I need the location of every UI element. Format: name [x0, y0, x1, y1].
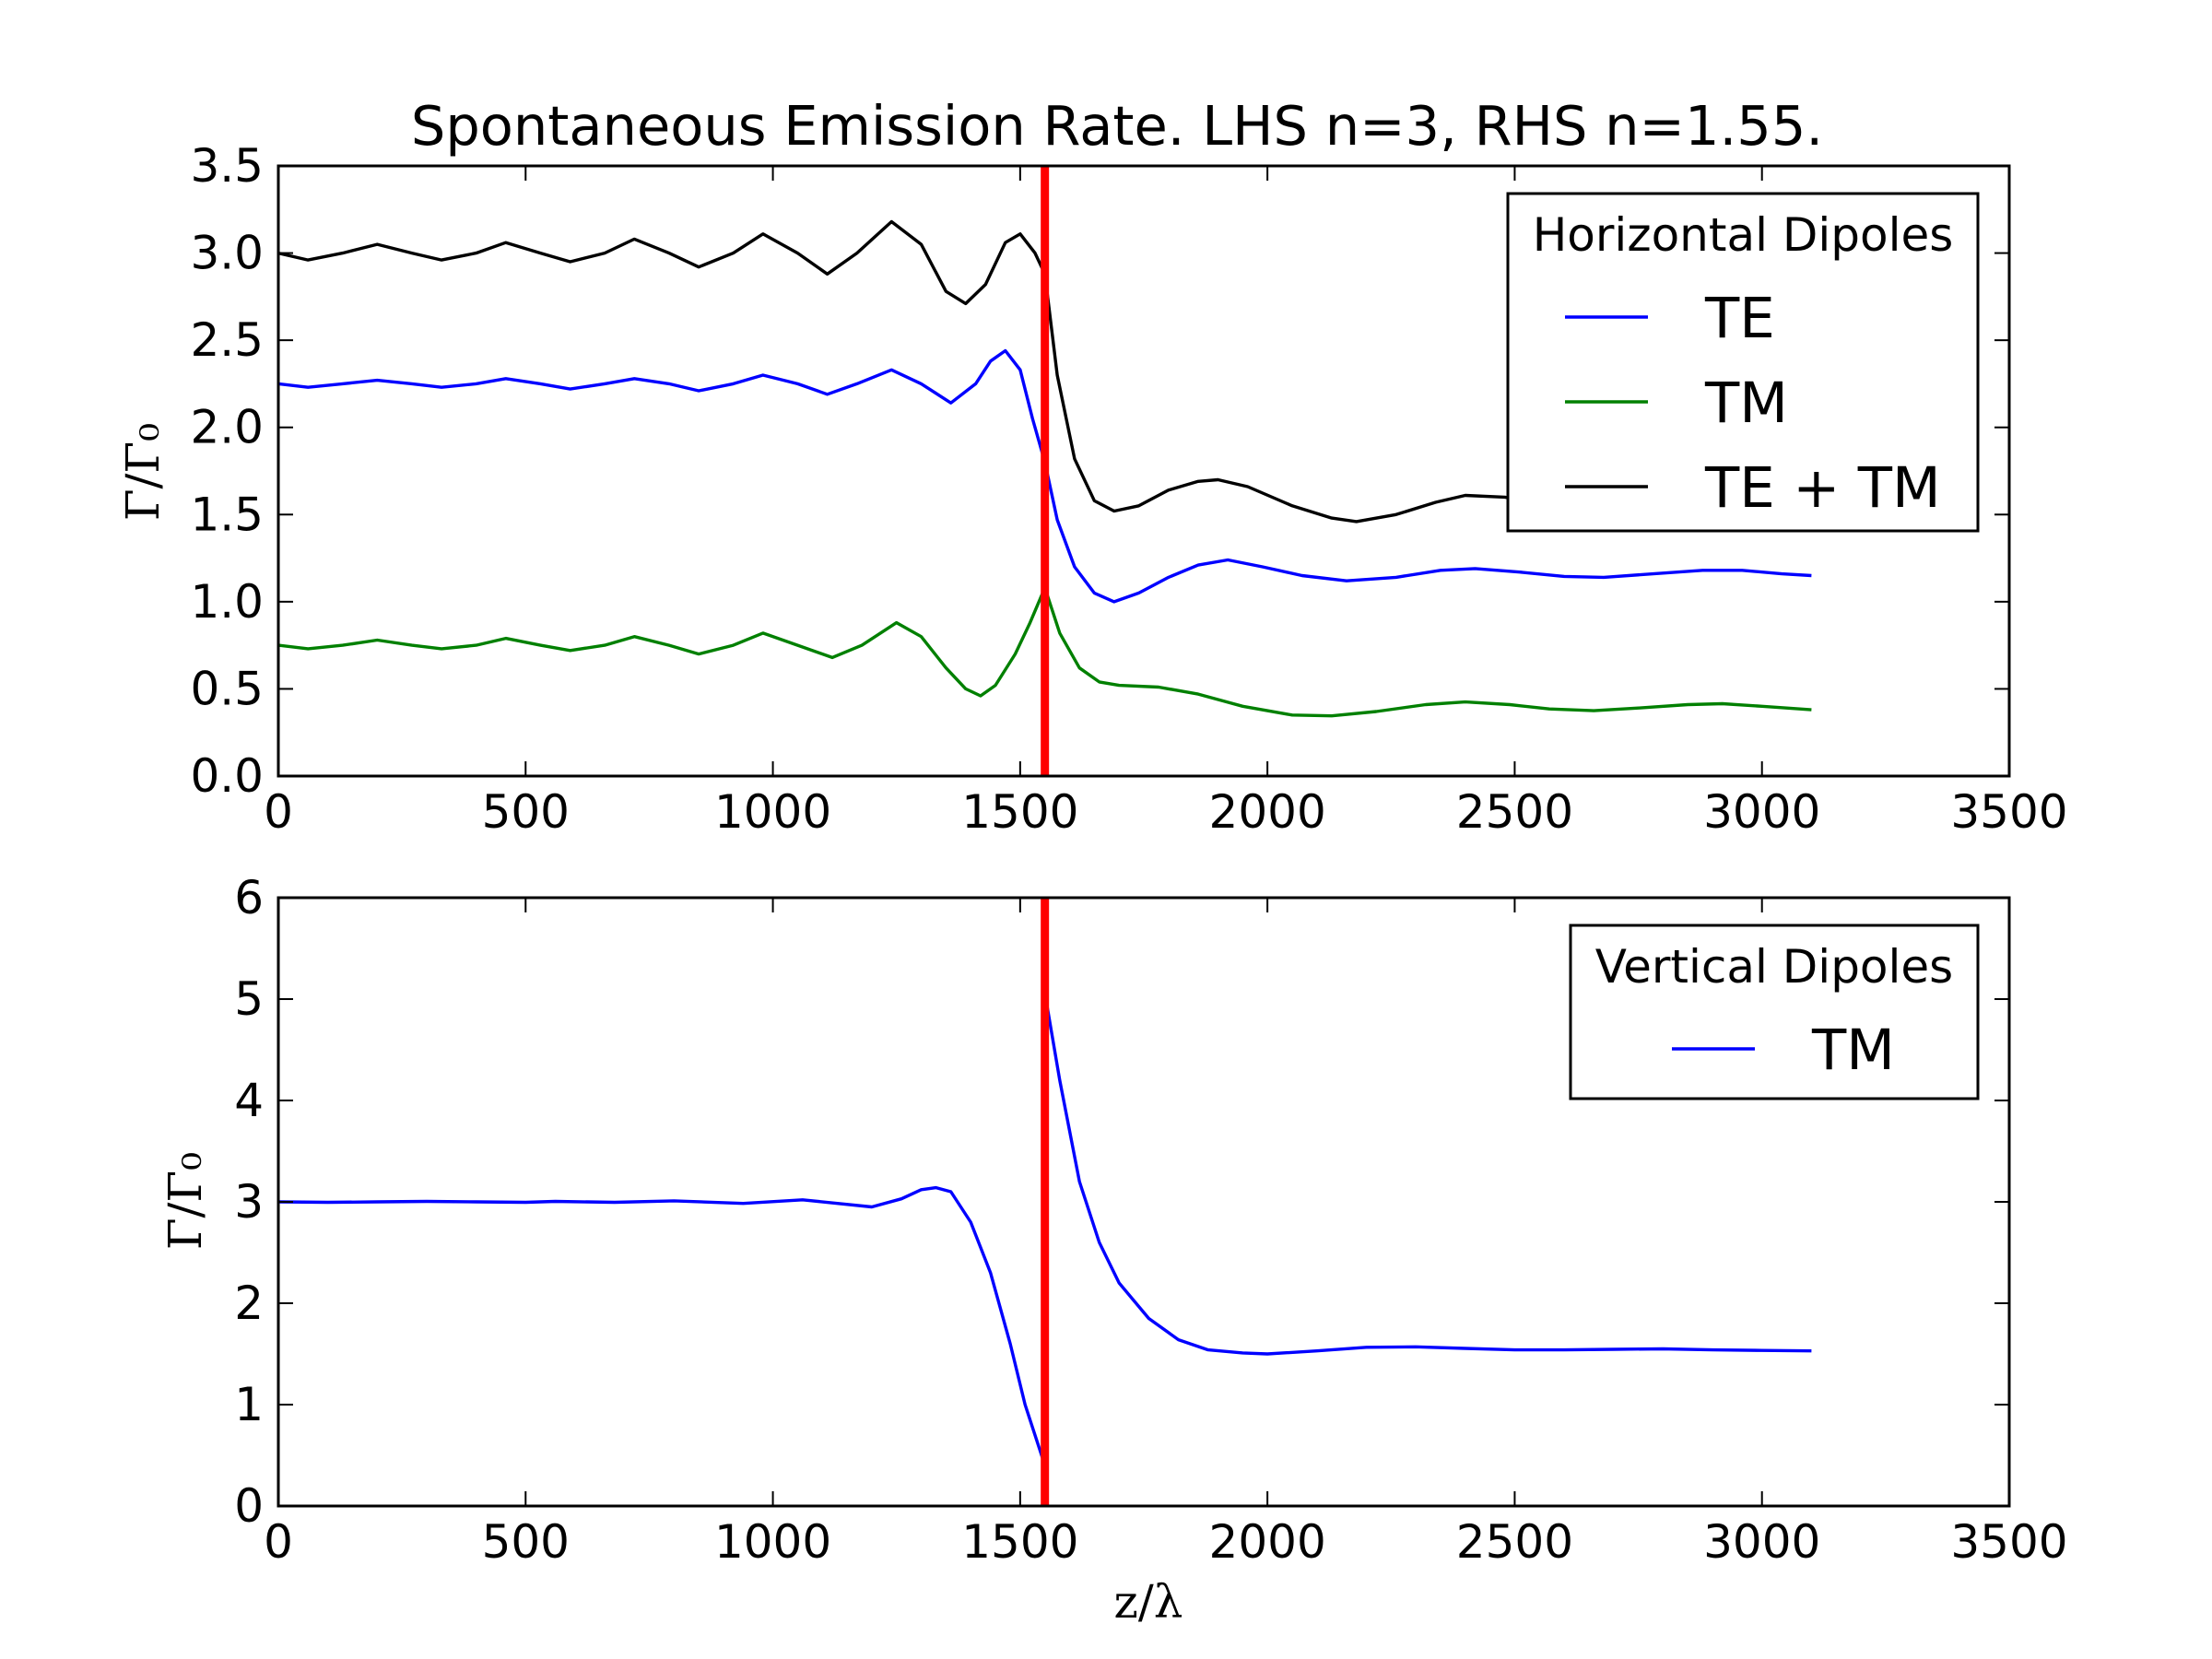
top-legend-box	[1506, 192, 1980, 533]
top-y-tick-label: 0.0	[190, 749, 264, 803]
top-x-tick-label: 1000	[714, 785, 831, 839]
bottom-y-tick-label: 6	[234, 871, 264, 924]
top-y-tick-label: 3.0	[190, 227, 264, 280]
top-legend-label-te: TE	[1704, 286, 1775, 351]
top-legend-label-te-tm: TE + TM	[1704, 455, 1941, 521]
top-x-tick-label: 0	[264, 785, 293, 839]
top-y-tick-label: 2.5	[190, 313, 264, 367]
bottom-y-tick-label: 0	[234, 1479, 264, 1533]
top-x-tick-label: 1500	[961, 785, 1078, 839]
top-y-tick-label: 1.0	[190, 575, 264, 629]
top-series-line-te	[278, 348, 1812, 604]
bottom-legend-box	[1569, 924, 1980, 1100]
top-panel-horizontal-dipoles: 0 500 1000 1500 2000 2500 3000 3500 0.0 0.5 1.0 1.5…	[190, 139, 2067, 839]
bottom-x-tick-label: 1500	[961, 1515, 1078, 1569]
bottom-x-tick-label: 1000	[714, 1515, 831, 1569]
top-y-tick-label: 1.5	[190, 488, 264, 541]
bottom-y-tick-label: 2	[234, 1277, 264, 1330]
bottom-legend-label-tm: TM	[1811, 1018, 1895, 1083]
x-axis-label: z/λ	[1114, 1575, 1183, 1629]
bottom-y-tick-label: 1	[234, 1378, 264, 1431]
bottom-x-tick-label: 3000	[1703, 1515, 1820, 1569]
chart-title: Spontaneous Emission Rate. LHS n=3, RHS …	[411, 94, 1823, 158]
top-x-tick-label: 2500	[1456, 785, 1573, 839]
top-series-line-tm	[278, 586, 1812, 718]
bottom-x-tick-label: 3500	[1950, 1515, 2067, 1569]
bottom-x-tick-label: 2500	[1456, 1515, 1573, 1569]
bottom-y-axis-label: Γ/Γ₀	[159, 1152, 212, 1250]
bottom-y-tick-label: 4	[234, 1074, 264, 1127]
bottom-x-tick-label: 2000	[1209, 1515, 1326, 1569]
bottom-y-tick-label: 3	[234, 1175, 264, 1229]
bottom-x-tick-label: 500	[482, 1515, 570, 1569]
bottom-y-tick-label: 5	[234, 972, 264, 1026]
top-series-line-te-tm	[278, 219, 1535, 524]
bottom-panel-vertical-dipoles: 0 500 1000 1500 2000 2500 3000 3500 0 1 2 3 4 5 6 Verti…	[234, 871, 2067, 1569]
bottom-legend-title: Vertical Dipoles	[1595, 940, 1953, 994]
top-x-tick-label: 3500	[1950, 785, 2067, 839]
top-y-tick-label: 3.5	[190, 139, 264, 193]
top-legend-title: Horizontal Dipoles	[1533, 208, 1954, 262]
top-axes-frame	[276, 164, 2011, 778]
top-y-axis-label: Γ/Γ₀	[116, 423, 170, 521]
top-x-tick-label: 2000	[1209, 785, 1326, 839]
top-legend-label-tm: TM	[1704, 371, 1788, 436]
bottom-x-tick-label: 0	[264, 1515, 293, 1569]
top-x-tick-label: 3000	[1703, 785, 1820, 839]
top-y-tick-label: 0.5	[190, 662, 264, 715]
top-y-tick-label: 2.0	[190, 401, 264, 454]
top-x-tick-label: 500	[482, 785, 570, 839]
